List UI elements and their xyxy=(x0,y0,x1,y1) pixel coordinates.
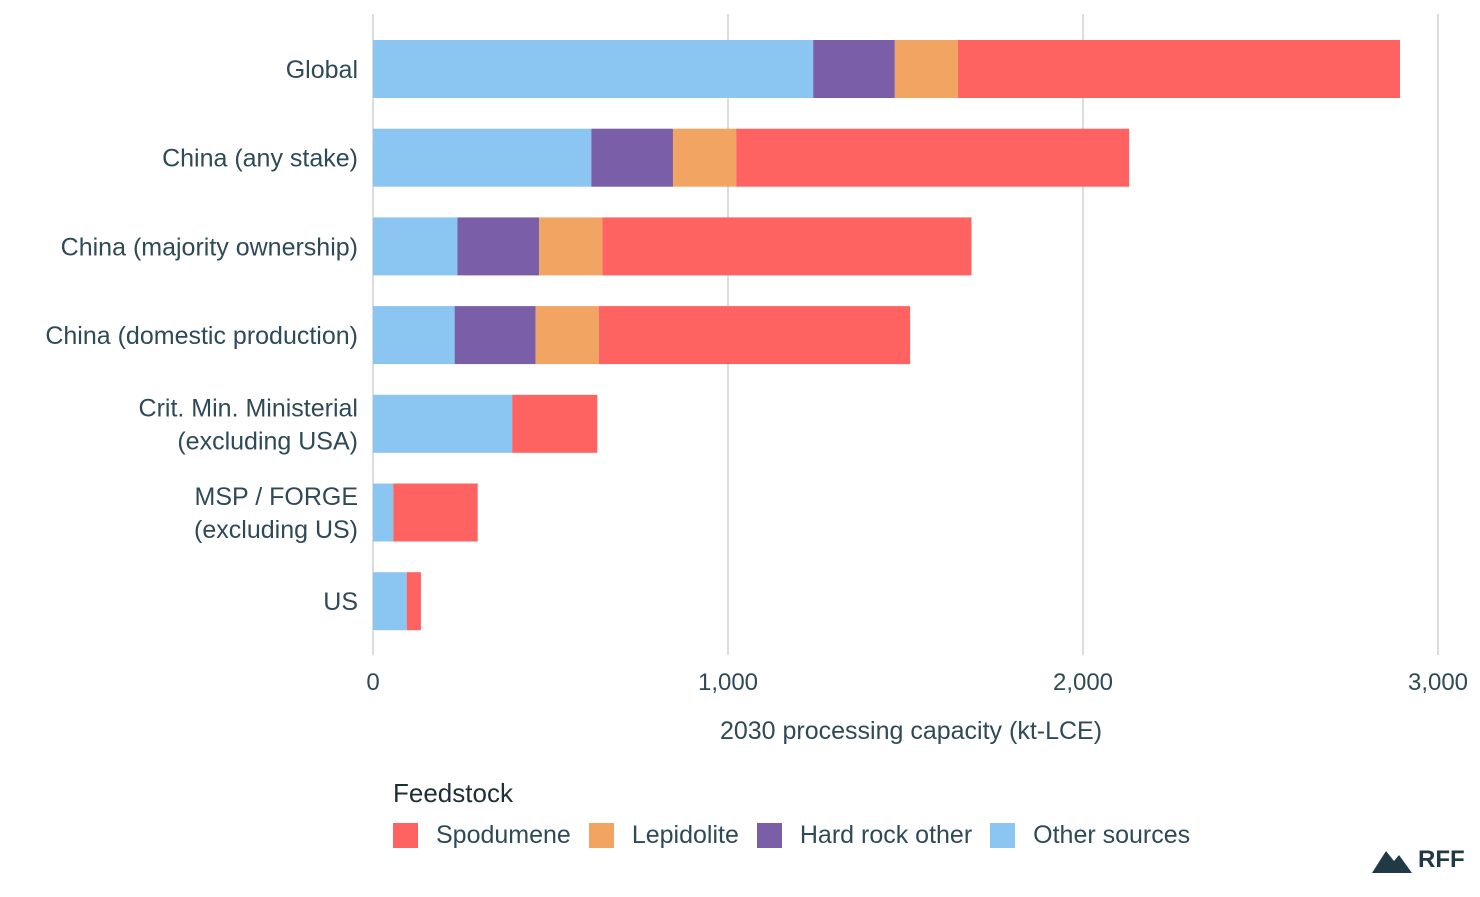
legend-swatch xyxy=(990,823,1016,848)
bar-segment xyxy=(602,217,972,276)
bar-segment xyxy=(512,394,598,453)
bar-segment xyxy=(535,306,599,365)
bar-segment xyxy=(598,306,911,365)
bar-segment xyxy=(672,128,737,187)
category-label: Global xyxy=(286,56,358,84)
bar-segment xyxy=(454,306,536,365)
legend-label: Other sources xyxy=(1033,821,1191,849)
bar-segment xyxy=(373,572,407,631)
bar-segment xyxy=(373,40,814,98)
category-label: MSP / FORGE (excluding US) xyxy=(194,483,358,544)
brand-text: RFF xyxy=(1418,846,1465,873)
category-label: China (majority ownership) xyxy=(61,233,358,261)
x-axis-title: 2030 processing capacity (kt-LCE) xyxy=(720,717,1102,745)
bar-segment xyxy=(373,394,513,453)
x-tick-label: 3,000 xyxy=(1408,669,1468,696)
category-label: China (any stake) xyxy=(162,145,358,173)
legend-item: Hard rock other xyxy=(756,821,973,850)
category-labels: Global China (any stake) China (majority o… xyxy=(45,56,358,616)
legend-title: Feedstock xyxy=(393,778,513,808)
legend-item: Lepidolite xyxy=(588,821,739,850)
x-tick-labels: 0 1,000 2,000 3,000 xyxy=(366,669,1468,696)
x-tick-label: 2,000 xyxy=(1053,669,1113,696)
bar-segment xyxy=(894,40,959,98)
legend-label: Spodumene xyxy=(436,821,571,849)
legend: Feedstock Spodumene Lepidolite Hard rock o… xyxy=(393,778,1208,850)
brand-logo: RFF xyxy=(1372,846,1465,874)
bar-segment xyxy=(373,217,458,276)
legend-label: Hard rock other xyxy=(799,821,973,849)
bar-segment xyxy=(393,483,478,542)
bar-segment xyxy=(591,128,673,187)
legend-swatch xyxy=(756,823,782,848)
legend-swatch xyxy=(588,823,614,848)
category-label: Crit. Min. Ministerial (excluding USA) xyxy=(139,394,358,455)
bar-segment xyxy=(958,40,1401,98)
x-tick-label: 1,000 xyxy=(698,669,758,696)
category-label: US xyxy=(323,588,358,616)
bar-segment xyxy=(539,217,603,276)
bar-segment xyxy=(373,306,455,365)
bar-segment xyxy=(373,483,394,542)
bar-segment xyxy=(457,217,540,276)
legend-item: Other sources xyxy=(990,821,1190,850)
bars xyxy=(373,40,1401,631)
legend-items: Spodumene Lepidolite Hard rock other Other … xyxy=(393,821,1208,850)
chart: Global China (any stake) China (majority o… xyxy=(45,14,1468,745)
legend-label: Lepidolite xyxy=(631,821,739,849)
bar-segment xyxy=(406,572,421,631)
legend-swatch xyxy=(393,823,418,848)
bar-segment xyxy=(373,128,592,187)
bar-segment xyxy=(813,40,895,98)
category-label: China (domestic production) xyxy=(45,322,358,350)
legend-item: Spodumene xyxy=(393,821,571,850)
mountain-icon xyxy=(1372,851,1412,873)
bar-segment xyxy=(736,128,1130,187)
x-tick-label: 0 xyxy=(366,669,379,696)
